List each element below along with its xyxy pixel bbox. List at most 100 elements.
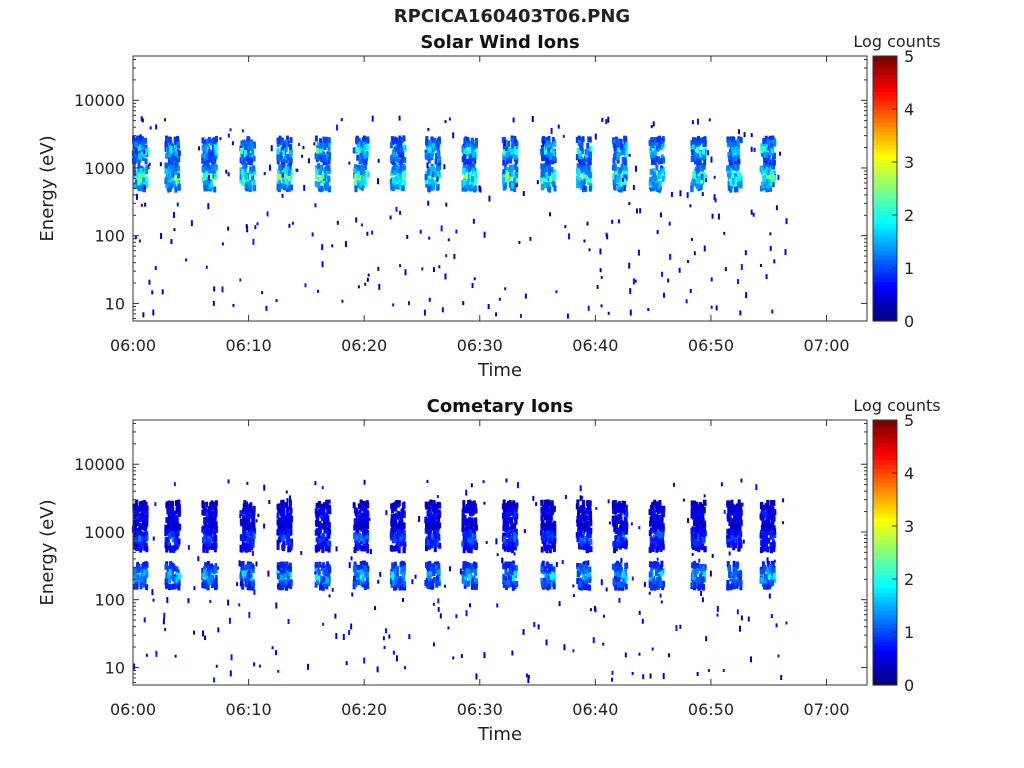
heatmap-cell <box>241 583 245 590</box>
heatmap-cell <box>586 500 590 507</box>
heatmap-cell <box>391 574 395 581</box>
heatmap-cell <box>689 204 692 208</box>
heatmap-cell <box>242 157 246 164</box>
heatmap-cell <box>205 523 209 530</box>
heatmap-cell <box>544 504 548 511</box>
heatmap-cell <box>134 174 138 181</box>
heatmap-cell <box>635 208 638 214</box>
heatmap-cell <box>619 573 623 580</box>
heatmap-cell <box>247 140 251 147</box>
heatmap-cell <box>277 137 281 144</box>
heatmap-cell <box>321 515 325 522</box>
heatmap-cell <box>433 540 437 547</box>
heatmap-cell <box>690 527 694 534</box>
heatmap-cell <box>211 144 215 151</box>
heatmap-cell <box>244 143 248 150</box>
heatmap-cell <box>465 522 469 529</box>
heatmap-cell <box>280 516 284 523</box>
heatmap-cell <box>138 239 141 243</box>
heatmap-cell <box>512 151 516 158</box>
heatmap-cell <box>618 167 622 174</box>
heatmap-cell <box>548 576 552 583</box>
heatmap-cell <box>621 500 625 507</box>
heatmap-cell <box>232 303 235 307</box>
colorbar-segment <box>873 126 897 132</box>
heatmap-cell <box>240 534 244 541</box>
heatmap-cell <box>502 177 506 184</box>
heatmap-cell <box>205 138 209 145</box>
heatmap-cell <box>399 264 402 268</box>
heatmap-cell <box>168 136 172 143</box>
heatmap-cell <box>137 136 141 143</box>
heatmap-cell <box>613 165 617 172</box>
heatmap-cell <box>690 237 693 241</box>
heatmap-cell <box>202 166 206 173</box>
heatmap-cell <box>661 584 665 591</box>
heatmap-cell <box>288 565 292 572</box>
heatmap-cell <box>768 173 772 180</box>
heatmap-cell <box>463 163 467 170</box>
heatmap-cell <box>171 170 175 177</box>
heatmap-cell <box>280 155 284 162</box>
heatmap-cell <box>133 182 137 189</box>
heatmap-cell <box>553 141 557 148</box>
heatmap-cell <box>703 564 707 571</box>
heatmap-cell <box>546 172 550 179</box>
heatmap-cell <box>252 238 255 245</box>
heatmap-cell <box>506 500 510 507</box>
heatmap-cell <box>167 186 171 193</box>
heatmap-cell <box>389 155 393 162</box>
heatmap-cell <box>391 562 395 569</box>
heatmap-cell <box>504 579 508 586</box>
heatmap-cell <box>315 502 319 509</box>
heatmap-cell <box>425 181 429 188</box>
heatmap-cell <box>692 574 696 581</box>
heatmap-cell <box>427 185 431 192</box>
heatmap-cell <box>466 527 470 534</box>
heatmap-cell <box>358 509 362 516</box>
heatmap-cell <box>769 180 773 187</box>
heatmap-cell <box>724 267 727 272</box>
heatmap-cell <box>587 164 591 171</box>
heatmap-cell <box>466 184 470 191</box>
heatmap-cell <box>211 158 215 165</box>
heatmap-cell <box>512 117 515 123</box>
heatmap-cell <box>547 158 551 165</box>
heatmap-cell <box>583 567 587 574</box>
heatmap-cell <box>728 176 732 183</box>
heatmap-cell <box>562 134 565 138</box>
heatmap-cell <box>543 182 547 189</box>
heatmap-cell <box>142 569 146 576</box>
heatmap-cell <box>355 564 359 571</box>
heatmap-cell <box>132 135 136 142</box>
heatmap-cell <box>508 181 512 188</box>
heatmap-cell <box>165 168 169 175</box>
heatmap-cell <box>325 136 329 143</box>
heatmap-cell <box>322 136 326 143</box>
heatmap-cell <box>283 515 287 522</box>
heatmap-cell <box>359 140 363 147</box>
heatmap-cell <box>241 172 245 179</box>
heatmap-cell <box>321 523 325 530</box>
heatmap-cell <box>202 507 206 514</box>
heatmap-cell <box>736 163 740 170</box>
heatmap-cell <box>628 153 631 157</box>
heatmap-cell <box>209 519 213 526</box>
heatmap-cell <box>324 153 328 160</box>
heatmap-cell <box>433 140 437 147</box>
heatmap-cell <box>461 519 465 526</box>
heatmap-cell <box>362 177 366 184</box>
heatmap-cell <box>279 164 283 171</box>
heatmap-cell <box>508 572 512 579</box>
heatmap-cell <box>618 517 622 524</box>
heatmap-cell <box>621 148 625 155</box>
heatmap-cell <box>313 142 316 146</box>
heatmap-cell <box>428 146 432 153</box>
heatmap-cell <box>547 163 551 170</box>
heatmap-cell <box>248 173 252 180</box>
heatmap-cell <box>289 580 293 587</box>
heatmap-cell <box>616 541 620 548</box>
heatmap-cell <box>252 141 256 148</box>
heatmap-cell <box>141 523 145 530</box>
heatmap-cell <box>507 509 511 516</box>
